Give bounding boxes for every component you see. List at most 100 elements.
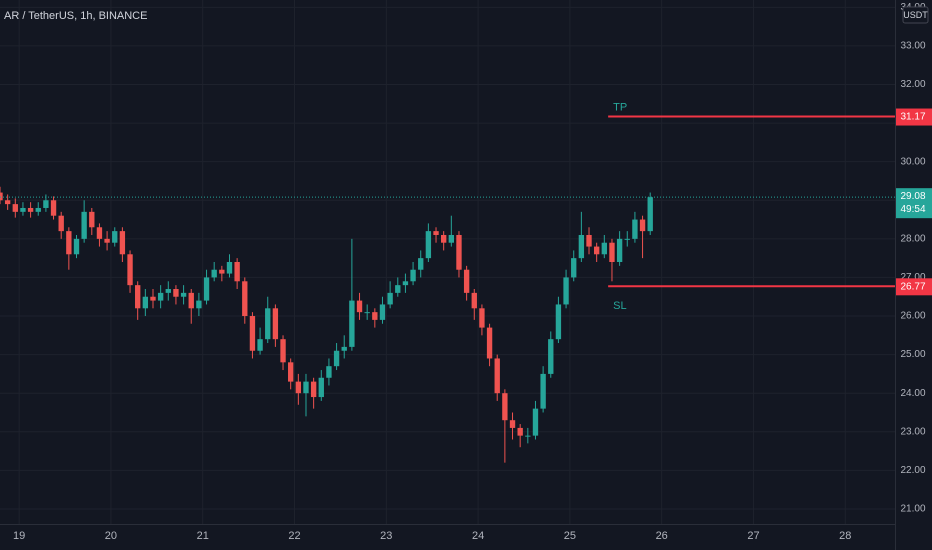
x-tick-label: 25 bbox=[564, 530, 576, 542]
candle-body bbox=[104, 238, 110, 243]
candle-body bbox=[280, 339, 286, 363]
candle-body bbox=[142, 296, 149, 309]
candle-body bbox=[196, 300, 202, 309]
y-tick-label: 21.00 bbox=[900, 504, 925, 515]
candle-body bbox=[226, 262, 233, 274]
x-tick-label: 27 bbox=[747, 530, 759, 542]
candle-body bbox=[288, 362, 294, 382]
x-tick-label: 22 bbox=[288, 530, 300, 542]
x-tick-label: 20 bbox=[105, 530, 117, 542]
candle-body bbox=[418, 258, 424, 270]
candle-body bbox=[150, 296, 156, 301]
currency-label[interactable]: USDT bbox=[903, 10, 928, 20]
candle-body bbox=[127, 254, 133, 286]
candle-body bbox=[548, 339, 554, 374]
plot-area: TP SL bbox=[0, 101, 895, 463]
y-tick-label: 22.00 bbox=[900, 465, 925, 476]
candle-body bbox=[35, 207, 41, 212]
candle-body bbox=[479, 308, 485, 328]
candle-body bbox=[410, 269, 416, 282]
candle-body bbox=[165, 289, 171, 293]
candle-body bbox=[272, 308, 279, 340]
candle-body bbox=[463, 269, 470, 293]
y-tick-label: 23.00 bbox=[900, 426, 925, 437]
x-tick-label: 19 bbox=[13, 530, 25, 542]
x-tick-label: 24 bbox=[472, 530, 484, 542]
candle-body bbox=[616, 238, 623, 262]
chart-title: AR / TetherUS, 1h, BINANCE bbox=[4, 10, 147, 22]
candle-body bbox=[188, 292, 194, 309]
candle-body bbox=[509, 420, 516, 428]
candle-body bbox=[349, 300, 355, 347]
candle-body bbox=[609, 242, 615, 262]
countdown-label: 49:54 bbox=[900, 204, 925, 215]
candle-body bbox=[639, 219, 646, 232]
level-label: SL bbox=[613, 300, 626, 312]
candle-body bbox=[525, 435, 531, 437]
level-label: TP bbox=[613, 101, 627, 113]
x-tick-label: 26 bbox=[656, 530, 668, 542]
candle-body bbox=[66, 231, 72, 255]
candle-body bbox=[471, 292, 477, 309]
candle-body bbox=[494, 358, 500, 394]
candle-body bbox=[265, 308, 271, 340]
candle-body bbox=[180, 292, 187, 297]
y-tick-label: 24.00 bbox=[900, 388, 925, 399]
candle-body bbox=[578, 234, 585, 259]
candle-body bbox=[563, 277, 569, 305]
candle-body bbox=[440, 234, 447, 243]
candle-body bbox=[234, 262, 240, 282]
candle-body bbox=[295, 381, 302, 394]
candle-body bbox=[50, 200, 57, 216]
candle-body bbox=[4, 200, 11, 205]
candle-body bbox=[379, 304, 386, 320]
candle-body bbox=[387, 292, 393, 305]
candle-body bbox=[333, 350, 340, 367]
candle-body bbox=[624, 238, 630, 240]
candle-body bbox=[601, 242, 607, 255]
y-tick-label: 25.00 bbox=[900, 349, 925, 360]
candle-body bbox=[73, 238, 80, 255]
candle-body bbox=[571, 258, 577, 278]
x-tick-label: 21 bbox=[197, 530, 209, 542]
candle-body bbox=[310, 381, 317, 398]
candle-body bbox=[402, 281, 409, 286]
candle-body bbox=[356, 300, 363, 313]
candle-body bbox=[203, 277, 210, 301]
last-price-box bbox=[896, 188, 932, 219]
candle-body bbox=[647, 197, 653, 232]
last-price-label: 29.08 bbox=[900, 191, 925, 202]
level-price-box bbox=[896, 278, 932, 296]
candle-body bbox=[20, 207, 26, 212]
candle-body bbox=[27, 207, 34, 212]
level-price-box bbox=[896, 108, 932, 126]
candle-body bbox=[157, 292, 164, 301]
axes: 19 20 21 22 23 24 25 26 27 28 21.00 22.00 23.00 24.00… bbox=[13, 2, 932, 542]
x-tick-label: 28 bbox=[839, 530, 851, 542]
candle-body bbox=[12, 204, 18, 212]
y-tick-label: 30.00 bbox=[900, 156, 925, 167]
candle-body bbox=[43, 200, 49, 208]
candle-body bbox=[486, 327, 493, 359]
candle-body bbox=[502, 393, 508, 421]
candle-body bbox=[249, 316, 256, 351]
candle-body bbox=[303, 381, 309, 394]
candle-body bbox=[540, 373, 546, 409]
candle-body bbox=[81, 211, 87, 239]
grid bbox=[0, 0, 895, 524]
currency-box[interactable] bbox=[902, 6, 929, 24]
candle-body bbox=[517, 427, 523, 436]
candle-body bbox=[555, 304, 562, 340]
y-tick-label: 33.00 bbox=[900, 41, 925, 52]
y-tick-label: 32.00 bbox=[900, 79, 925, 90]
candle-body bbox=[326, 366, 332, 378]
candle-body bbox=[341, 346, 347, 351]
candle-body bbox=[448, 234, 455, 243]
candle-body bbox=[219, 269, 225, 274]
candle-body bbox=[135, 285, 141, 309]
candle-body bbox=[425, 231, 432, 259]
candle-body bbox=[211, 269, 217, 278]
candle-body bbox=[532, 408, 539, 436]
candle-body bbox=[119, 231, 126, 255]
